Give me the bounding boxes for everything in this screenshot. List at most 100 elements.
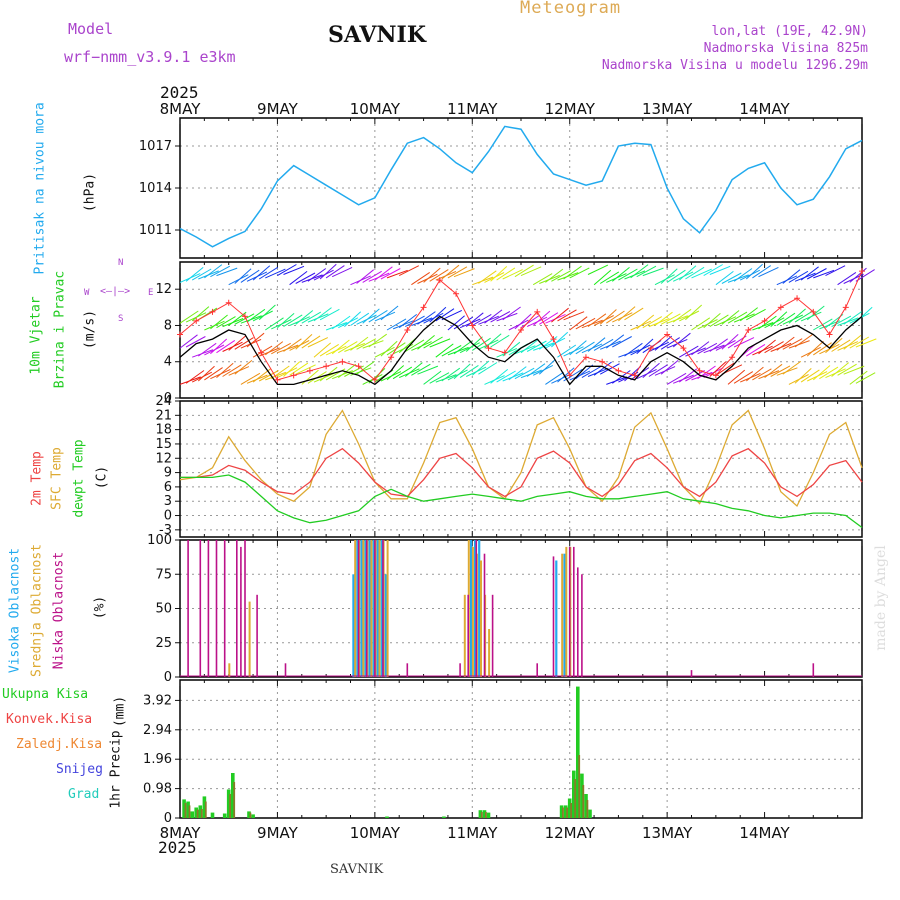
- wind-legend-n: N: [118, 258, 124, 268]
- wind-arrow: [660, 313, 681, 325]
- wind-gust-marker: [225, 299, 232, 306]
- wind-arrow: [539, 312, 559, 325]
- wind-arrow: [240, 269, 260, 283]
- cloud-low-bar: [207, 540, 210, 677]
- wind-arrow: [606, 310, 625, 324]
- elevation-label: Nadmorska Visina 825m: [703, 41, 868, 56]
- x-day-label-bottom: 10MAY: [350, 824, 401, 842]
- wind-arrow: [849, 336, 870, 349]
- wind-arrow: [593, 338, 614, 351]
- wind-gust-marker: [339, 358, 346, 365]
- wind-arrow: [758, 339, 776, 355]
- wind-arrow: [258, 304, 276, 321]
- wind-gust-marker: [794, 295, 801, 302]
- wind-arrow: [593, 361, 612, 376]
- wind-arrow: [423, 336, 443, 349]
- wind-arrow: [733, 337, 755, 348]
- wind-arrow: [587, 264, 609, 275]
- x-day-label-bottom: 8MAY: [160, 824, 202, 842]
- precip-total-bar: [567, 798, 572, 818]
- wind-arrow: [453, 268, 475, 278]
- wind-arrow: [271, 365, 290, 380]
- wind-arrow: [557, 309, 577, 322]
- wind-arrow: [502, 269, 523, 280]
- y-tick-label: 0: [164, 670, 172, 685]
- wind-gust-marker: [582, 354, 589, 361]
- wind-arrow: [277, 264, 297, 277]
- y-tick-label: 8: [164, 318, 172, 333]
- wind-arrow: [423, 267, 441, 283]
- wind-arrow: [265, 317, 284, 331]
- wind-arrow: [185, 267, 204, 282]
- precip-total-bar: [572, 770, 576, 818]
- y-tick-label: 100: [147, 533, 172, 548]
- wind-arrow: [825, 337, 843, 354]
- wind-arrow: [837, 271, 857, 286]
- cloud-high-bar: [380, 540, 383, 677]
- wind-arrow: [752, 265, 771, 279]
- cloud-mid-bar: [378, 540, 381, 677]
- wind-arrow: [252, 265, 271, 281]
- wind-gust-marker: [647, 345, 654, 352]
- cloud-high-bar: [376, 540, 379, 677]
- legend-snijeg: Snijeg: [56, 762, 103, 777]
- wind-gust-marker: [388, 354, 395, 361]
- wind-arrow: [307, 268, 327, 282]
- wind-arrow: [526, 340, 547, 352]
- wind-arrow: [453, 340, 473, 355]
- precip-convective-bar: [188, 805, 191, 818]
- wind-gust-marker: [842, 304, 849, 311]
- wind-arrow: [429, 338, 451, 348]
- wind-arrow: [520, 315, 540, 329]
- wind-arrow: [368, 333, 387, 348]
- wind-gust-marker: [810, 308, 817, 315]
- wind-arrow: [295, 310, 314, 325]
- wind-gust-marker: [599, 358, 606, 365]
- y-tick-label: 0: [164, 811, 172, 826]
- y-tick-label: -3: [159, 523, 172, 538]
- wind-arrow: [624, 342, 643, 357]
- cloud-low-bar: [573, 546, 575, 677]
- precip-convective-bar: [586, 800, 589, 818]
- y-tick-label: 9: [164, 466, 172, 481]
- wind-arrow: [843, 311, 862, 325]
- wind-legend-cross: <–|–>: [100, 286, 131, 297]
- sfc-temp-line: [179, 409, 863, 508]
- wind-gust-marker: [420, 304, 427, 311]
- wind-arrow: [806, 268, 827, 280]
- wind-arrow: [526, 363, 546, 377]
- x-day-label-top: 10MAY: [350, 100, 401, 118]
- wind-arrow: [855, 269, 875, 282]
- wind-gust-marker: [534, 308, 541, 315]
- cloud-mid-bar: [480, 560, 482, 677]
- wind-arrow: [398, 314, 418, 329]
- wind-arrow: [465, 312, 484, 327]
- wind-arrow: [374, 266, 393, 281]
- wind-arrow: [191, 306, 210, 322]
- cloud-low-bar: [577, 567, 579, 677]
- wind-arrow: [313, 307, 332, 322]
- wind-arrow: [745, 263, 763, 280]
- wind-arrow: [344, 311, 362, 327]
- wind-arrow: [782, 338, 803, 350]
- precip-convective-bar: [578, 755, 581, 818]
- wind-arrow: [758, 266, 779, 278]
- wind-gust-marker: [501, 349, 508, 356]
- precip-total-bar: [231, 773, 235, 818]
- wind-arrow: [575, 341, 595, 355]
- wind-arrow: [265, 268, 286, 279]
- wind-arrow: [788, 308, 806, 324]
- wind-arrow: [411, 363, 431, 376]
- cloud-low-bar: [223, 540, 226, 677]
- y-tick-label: 1017: [139, 139, 172, 154]
- wind-arrow: [283, 265, 305, 275]
- cloud-high-bar: [478, 540, 481, 677]
- wind-arrow: [331, 266, 353, 278]
- wind-arrow: [204, 367, 223, 381]
- wind-arrow: [788, 270, 809, 283]
- wind-legend-e: E: [148, 288, 154, 298]
- wind-gust-marker: [859, 268, 865, 275]
- pressure-line: [179, 125, 863, 248]
- wind-arrow: [703, 264, 723, 277]
- precip-total-bar: [182, 799, 186, 818]
